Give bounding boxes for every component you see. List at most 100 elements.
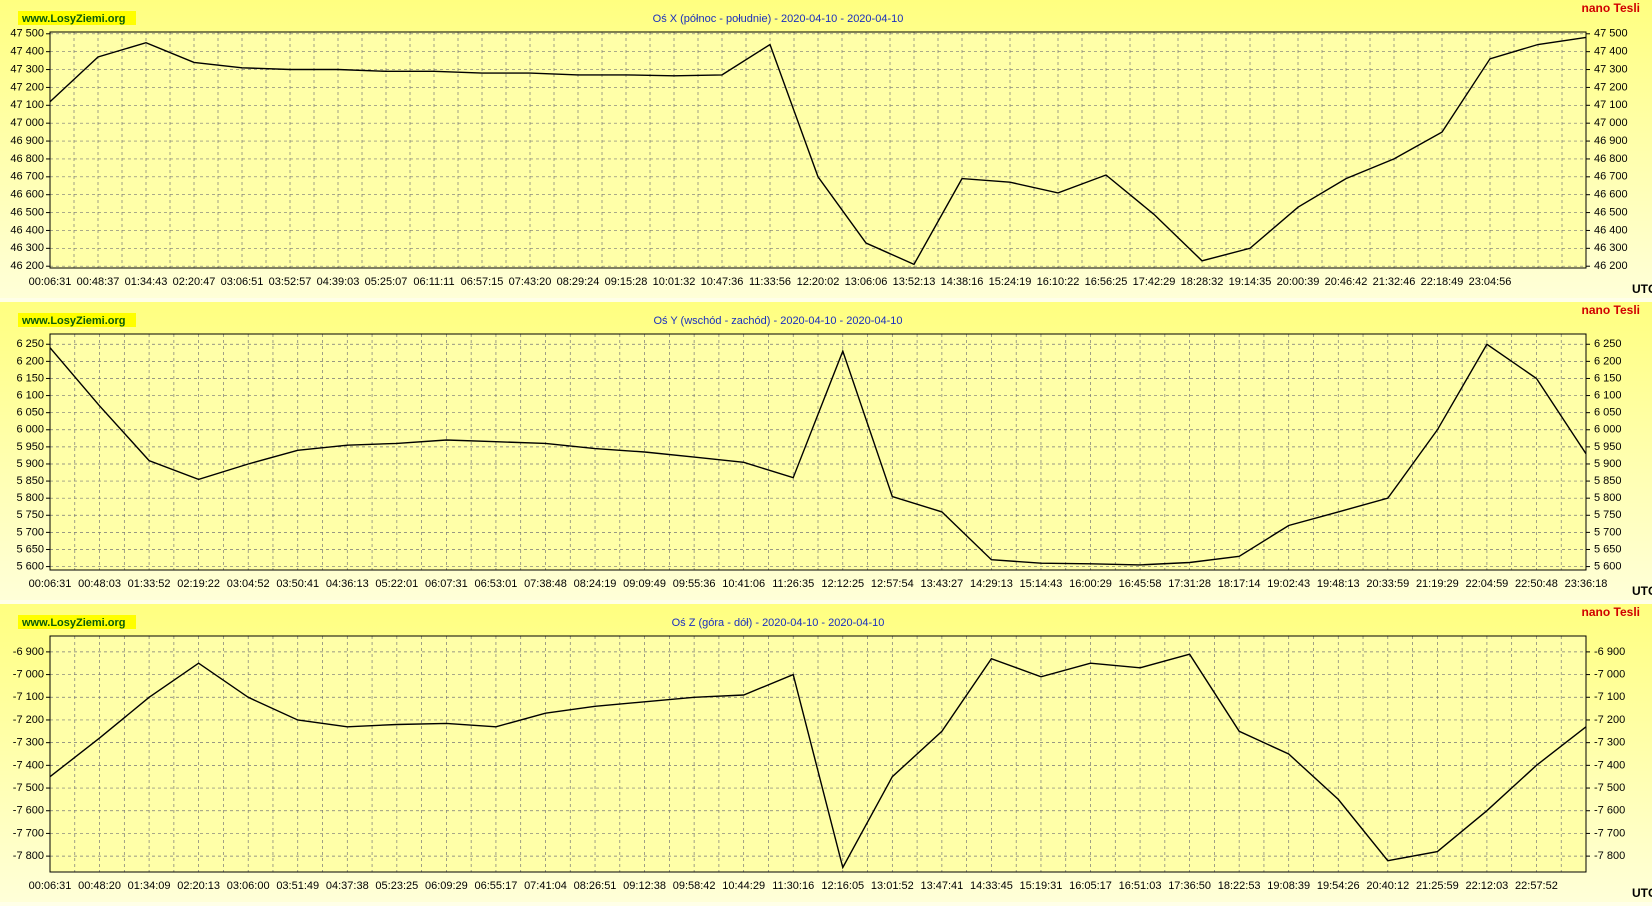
- y2-tick-label: 46 400: [1594, 224, 1628, 236]
- x-axis-label: UTC: [1632, 282, 1652, 296]
- x-tick-label: 13:43:27: [920, 578, 963, 590]
- y2-tick-label: 47 300: [1594, 63, 1628, 75]
- y2-tick-label: 5 650: [1594, 543, 1622, 555]
- x-tick-label: 13:47:41: [920, 880, 963, 892]
- y2-tick-label: 5 700: [1594, 526, 1622, 538]
- x-tick-label: 09:58:42: [673, 880, 716, 892]
- data-line: [49, 36, 1587, 266]
- x-tick-label: 04:36:13: [326, 578, 369, 590]
- y2-tick-label: -7 200: [1594, 714, 1625, 726]
- x-tick-label: 00:48:37: [77, 276, 120, 288]
- plot-frame: [49, 31, 1587, 269]
- data-line: [49, 653, 1587, 870]
- y2-tick-label: 46 300: [1594, 242, 1628, 254]
- unit-label: nano Tesli: [1582, 1, 1640, 15]
- unit-label: nano Tesli: [1582, 303, 1640, 317]
- x-tick-label: 12:57:54: [871, 578, 914, 590]
- plot-frame: [49, 333, 1587, 571]
- x-tick-label: 21:19:29: [1416, 578, 1459, 590]
- x-tick-label: 00:06:31: [29, 578, 72, 590]
- y-tick-label: 46 200: [10, 260, 44, 272]
- x-tick-label: 03:52:57: [269, 276, 312, 288]
- y2-tick-label: 46 700: [1594, 171, 1628, 183]
- y2-tick-label: -7 600: [1594, 805, 1625, 817]
- y2-tick-label: 47 100: [1594, 99, 1628, 111]
- x-tick-label: 15:19:31: [1020, 880, 1063, 892]
- x-tick-label: 16:05:17: [1069, 880, 1112, 892]
- x-tick-label: 15:24:19: [989, 276, 1032, 288]
- x-tick-label: 17:42:29: [1133, 276, 1176, 288]
- y-tick-label: 47 500: [10, 28, 44, 40]
- x-tick-label: 16:56:25: [1085, 276, 1128, 288]
- x-tick-label: 02:19:22: [177, 578, 220, 590]
- y2-tick-label: 46 600: [1594, 189, 1628, 201]
- x-tick-label: 06:09:29: [425, 880, 468, 892]
- x-tick-label: 12:20:02: [797, 276, 840, 288]
- x-tick-label: 23:36:18: [1565, 578, 1608, 590]
- x-tick-label: 22:18:49: [1421, 276, 1464, 288]
- x-tick-label: 02:20:13: [177, 880, 220, 892]
- y-tick-label: 5 850: [16, 475, 44, 487]
- x-tick-label: 02:20:47: [173, 276, 216, 288]
- x-tick-label: 17:36:50: [1168, 880, 1211, 892]
- x-tick-label: 14:38:16: [941, 276, 984, 288]
- y-tick-label: 5 950: [16, 441, 44, 453]
- x-tick-label: 05:25:07: [365, 276, 408, 288]
- y-tick-label: 6 200: [16, 355, 44, 367]
- y-tick-label: -7 100: [13, 691, 44, 703]
- y-tick-label: -7 400: [13, 759, 44, 771]
- y2-tick-label: 46 800: [1594, 153, 1628, 165]
- x-tick-label: 01:33:52: [128, 578, 171, 590]
- y-tick-label: 46 400: [10, 224, 44, 236]
- x-tick-label: 07:43:20: [509, 276, 552, 288]
- x-tick-label: 03:06:51: [221, 276, 264, 288]
- x-tick-label: 10:44:29: [722, 880, 765, 892]
- x-tick-label: 18:22:53: [1218, 880, 1261, 892]
- chart-title: Oś X (północ - południe) - 2020-04-10 - …: [653, 13, 904, 25]
- x-tick-label: 12:16:05: [821, 880, 864, 892]
- y2-tick-label: -7 400: [1594, 759, 1625, 771]
- x-tick-label: 20:00:39: [1277, 276, 1320, 288]
- x-tick-label: 01:34:09: [128, 880, 171, 892]
- y2-tick-label: 47 000: [1594, 117, 1628, 129]
- y2-tick-label: -7 100: [1594, 691, 1625, 703]
- y-tick-label: 5 600: [16, 560, 44, 572]
- x-tick-label: 05:23:25: [375, 880, 418, 892]
- x-tick-label: 00:48:20: [78, 880, 121, 892]
- y2-tick-label: 6 100: [1594, 389, 1622, 401]
- x-tick-label: 13:06:06: [845, 276, 888, 288]
- site-badge: [18, 313, 136, 327]
- y-tick-label: 46 700: [10, 171, 44, 183]
- x-tick-label: 19:48:13: [1317, 578, 1360, 590]
- x-tick-label: 03:06:00: [227, 880, 270, 892]
- y2-tick-label: 5 800: [1594, 492, 1622, 504]
- site-badge: [18, 615, 136, 629]
- x-tick-label: 06:11:11: [413, 276, 454, 288]
- x-tick-label: 11:26:35: [772, 578, 814, 590]
- x-tick-label: 21:25:59: [1416, 880, 1459, 892]
- x-tick-label: 04:37:38: [326, 880, 369, 892]
- y-tick-label: -7 700: [13, 827, 44, 839]
- x-tick-label: 09:09:49: [623, 578, 666, 590]
- x-tick-label: 01:34:43: [125, 276, 168, 288]
- y-tick-label: 46 800: [10, 153, 44, 165]
- chart-title: Oś Z (góra - dół) - 2020-04-10 - 2020-04…: [672, 617, 885, 629]
- y-tick-label: 6 000: [16, 424, 44, 436]
- x-tick-label: 19:02:43: [1267, 578, 1310, 590]
- x-tick-label: 18:17:14: [1218, 578, 1261, 590]
- y-tick-label: -7 600: [13, 805, 44, 817]
- unit-label: nano Tesli: [1582, 605, 1640, 619]
- x-tick-label: 07:38:48: [524, 578, 567, 590]
- y2-tick-label: -7 500: [1594, 782, 1625, 794]
- y-tick-label: 46 600: [10, 189, 44, 201]
- y-tick-label: 5 650: [16, 543, 44, 555]
- x-tick-label: 13:52:13: [893, 276, 936, 288]
- x-tick-label: 10:47:36: [701, 276, 744, 288]
- x-tick-label: 14:29:13: [970, 578, 1013, 590]
- site-link: www.LosyZiemi.org: [21, 315, 126, 327]
- y-tick-label: 6 150: [16, 372, 44, 384]
- x-tick-label: 09:55:36: [673, 578, 716, 590]
- x-axis-label: UTC: [1632, 584, 1652, 598]
- x-tick-label: 22:57:52: [1515, 880, 1558, 892]
- x-tick-label: 03:04:52: [227, 578, 270, 590]
